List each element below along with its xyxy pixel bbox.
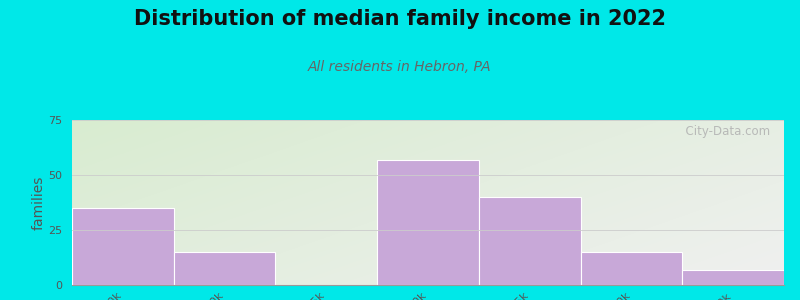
Bar: [682, 270, 784, 285]
Text: City-Data.com: City-Data.com: [678, 125, 770, 138]
Bar: [479, 197, 581, 285]
Bar: [72, 208, 174, 285]
Text: Distribution of median family income in 2022: Distribution of median family income in …: [134, 9, 666, 29]
Bar: [581, 252, 682, 285]
Text: All residents in Hebron, PA: All residents in Hebron, PA: [308, 60, 492, 74]
Y-axis label: families: families: [31, 175, 46, 230]
Bar: [377, 160, 479, 285]
Bar: [174, 252, 275, 285]
